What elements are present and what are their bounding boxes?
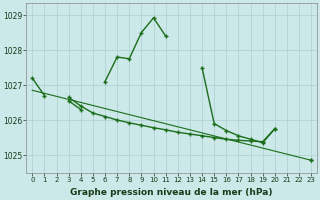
- X-axis label: Graphe pression niveau de la mer (hPa): Graphe pression niveau de la mer (hPa): [70, 188, 273, 197]
